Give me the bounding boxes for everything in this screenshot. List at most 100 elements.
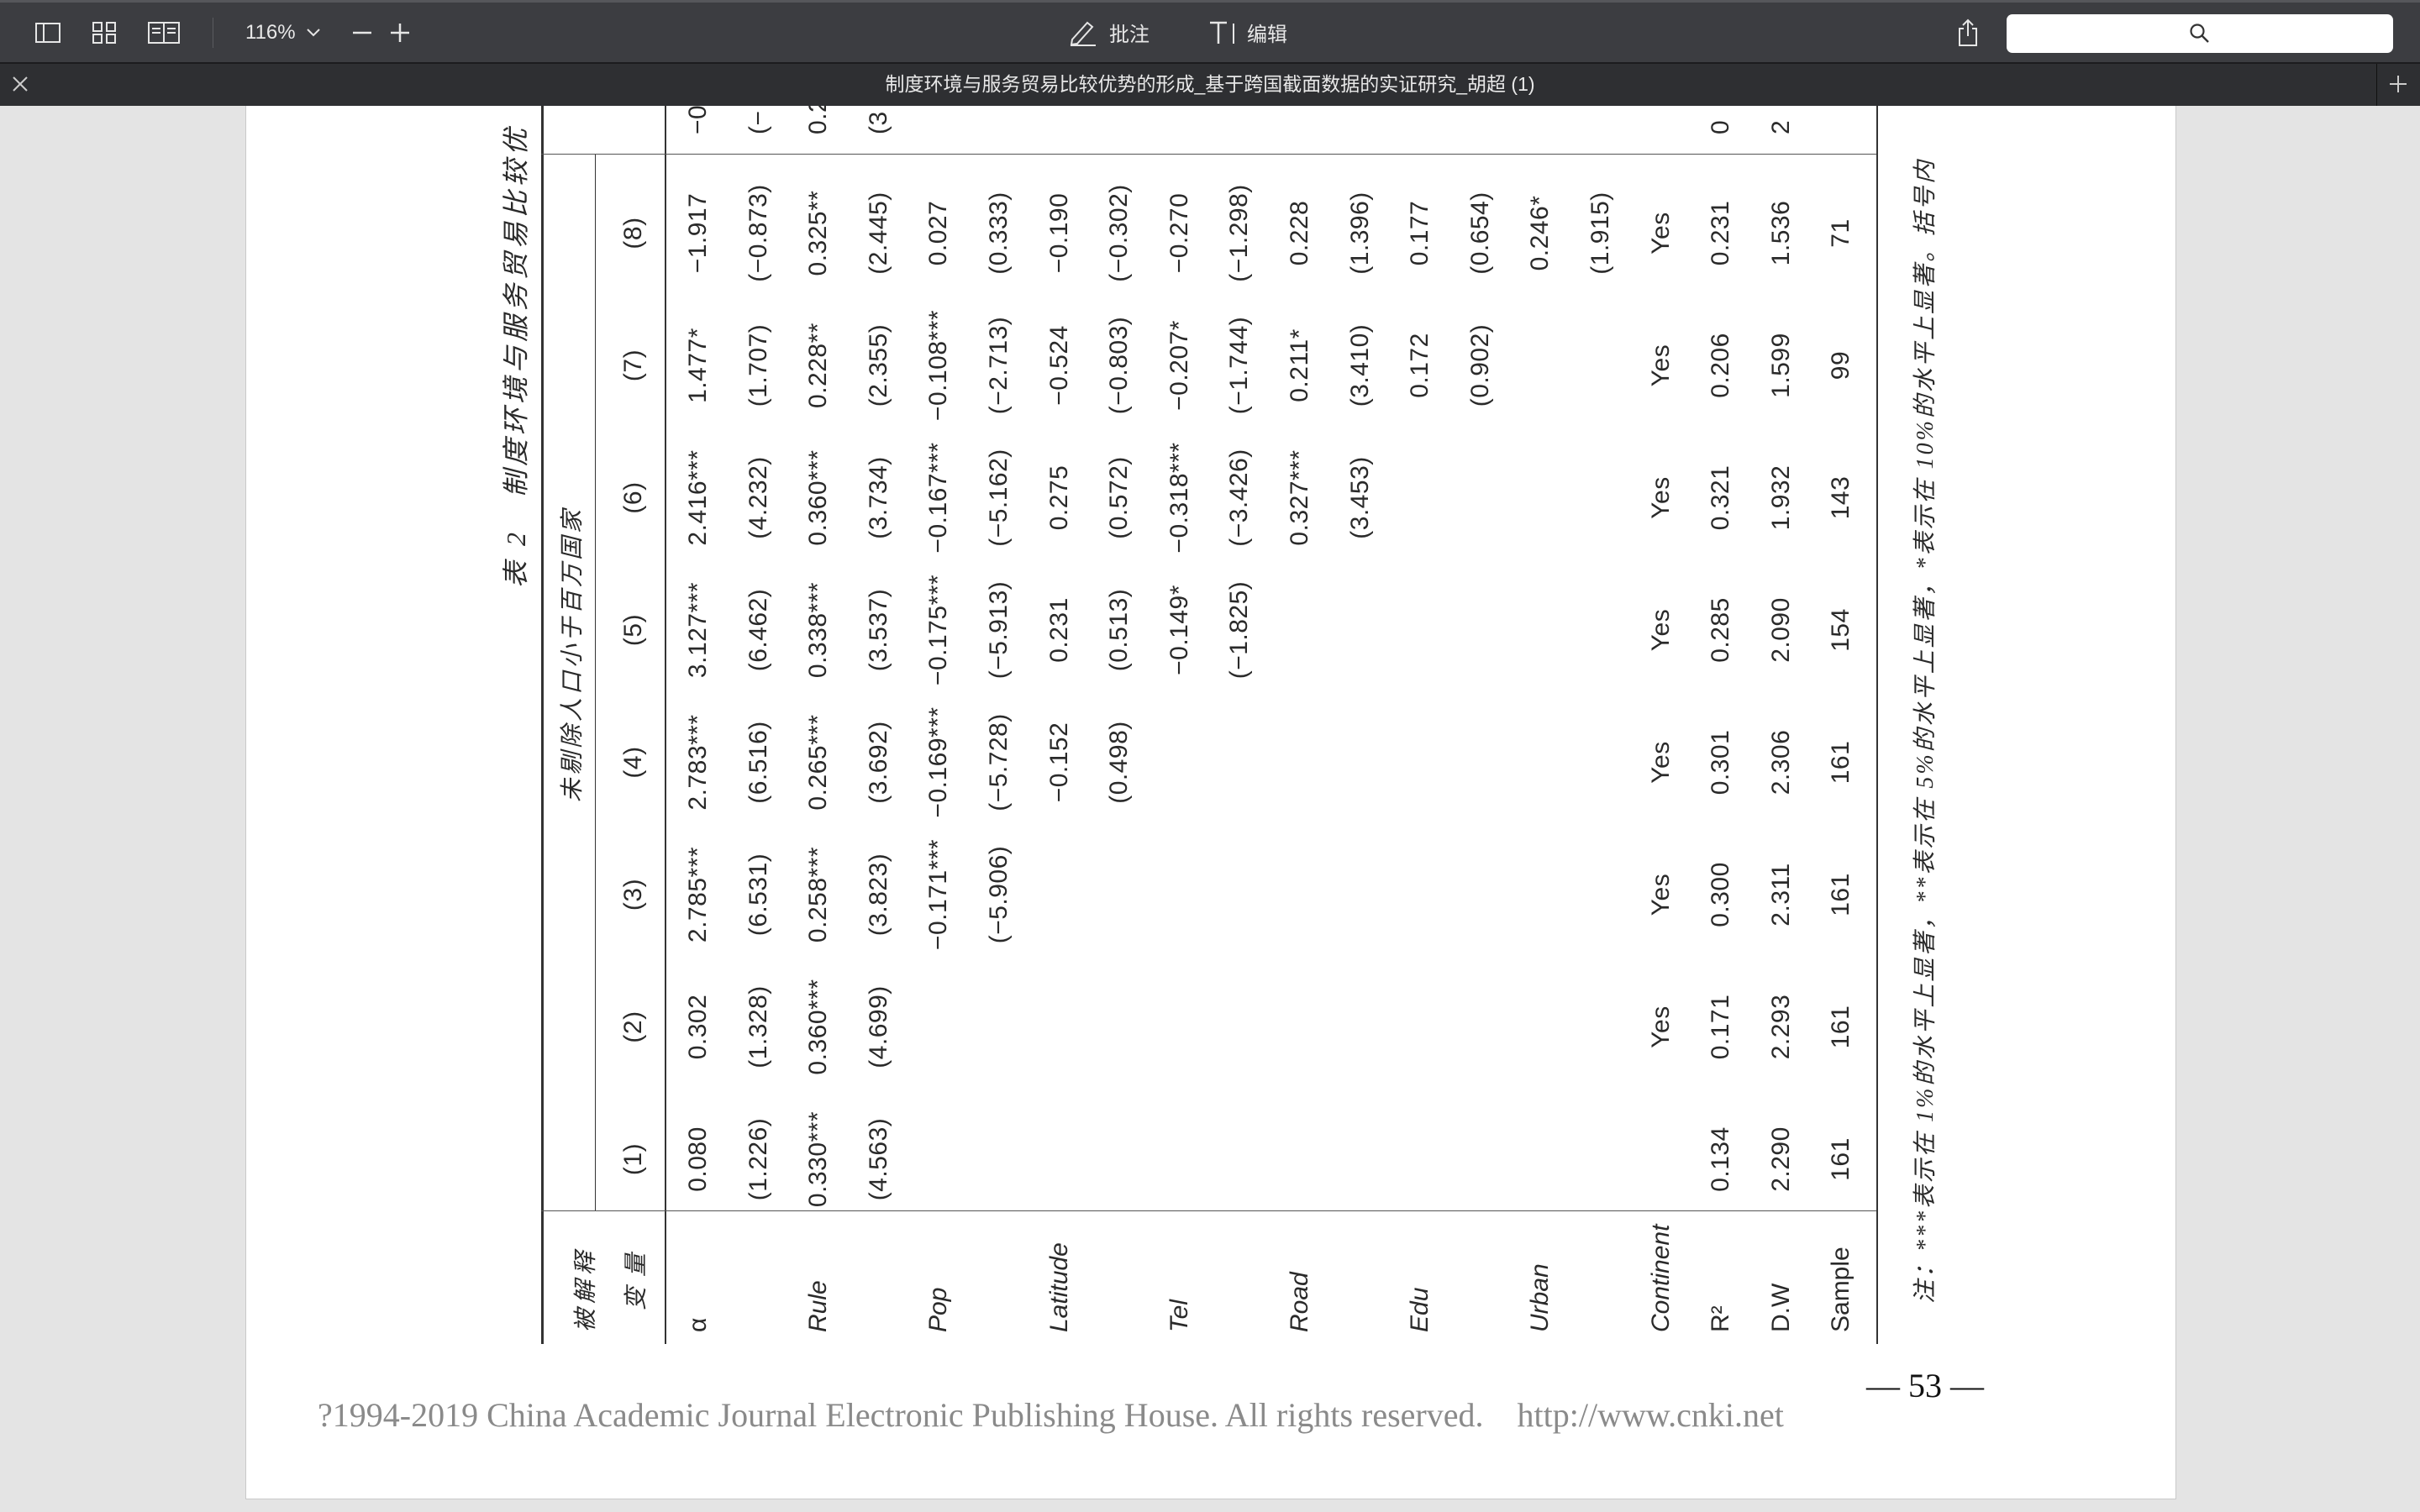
two-page-icon (148, 21, 180, 44)
column-header: (3) (619, 878, 647, 911)
table-cell: 1.477* (684, 328, 712, 403)
table-cell: (1.396) (1345, 192, 1374, 275)
table-cell: (1.226) (744, 1117, 772, 1201)
table-cell-partial: −0 (684, 106, 712, 134)
column-header: (7) (619, 349, 647, 382)
table-cell: (−2.713) (985, 316, 1013, 415)
edit-button[interactable]: 编辑 (1208, 3, 1287, 62)
table-cell: (0.654) (1465, 192, 1494, 275)
table-cell: −0.524 (1044, 325, 1073, 406)
table-cell: Yes (1646, 344, 1675, 387)
thumbnail-view-button[interactable] (92, 3, 116, 62)
table-cell: −0.190 (1044, 192, 1073, 274)
annotate-label: 批注 (1109, 24, 1150, 46)
rotated-table: 表 2 制度环境与服务贸易比较优 未剔除人口小于百万国家 被解释 变量 注：**… (480, 106, 1959, 1344)
table-cell: (0.333) (985, 192, 1013, 275)
row-label: Sample (1827, 1247, 1855, 1332)
table-cell: 0.302 (684, 994, 712, 1060)
table-cell: (−1.825) (1225, 580, 1254, 680)
table-cell: 0.265*** (804, 714, 833, 811)
search-icon (2190, 24, 2209, 43)
table-cell: 0.172 (1406, 333, 1434, 398)
table-cell: (3.823) (864, 853, 892, 937)
annotate-button[interactable]: 批注 (1067, 3, 1150, 62)
close-icon[interactable] (12, 76, 29, 92)
table-cell: (3.692) (864, 721, 892, 804)
tab-bar: 制度环境与服务贸易比较优势的形成_基于跨国截面数据的实证研究_胡超 (1) (0, 62, 2420, 106)
table-cell: Yes (1646, 1005, 1675, 1048)
column-header: (2) (619, 1011, 647, 1043)
two-page-view-button[interactable] (148, 3, 180, 62)
table-cell-partial: 2 (1766, 119, 1795, 134)
edit-label: 编辑 (1247, 24, 1287, 46)
table-note: 注：***表示在 1%的水平上显著，**表示在 5%的水平上显著，*表示在 10… (1912, 158, 1939, 1304)
table-cell: (2.445) (864, 192, 892, 275)
table-cell: −0.171*** (924, 838, 953, 951)
table-cell: 2.416*** (684, 449, 712, 546)
search-input[interactable] (2007, 14, 2393, 53)
text-cursor-icon (1210, 21, 1234, 44)
minus-icon (353, 31, 371, 34)
pdf-page: 表 2 制度环境与服务贸易比较优 未剔除人口小于百万国家 被解释 变量 注：**… (245, 106, 2176, 1499)
table-cell: 161 (1827, 873, 1855, 916)
table-cell: 0.228** (804, 323, 833, 408)
table-cell: 1.599 (1766, 333, 1795, 398)
zoom-out-button[interactable] (351, 3, 373, 62)
subheader-rule (595, 155, 596, 1211)
table-title: 表 2 制度环境与服务贸易比较优 (501, 123, 531, 588)
table-cell: (0.572) (1105, 456, 1134, 539)
tab-title: 制度环境与服务贸易比较优势的形成_基于跨国截面数据的实证研究_胡超 (1) (885, 73, 1535, 95)
table-cell: −0.169*** (924, 706, 953, 818)
table-cell: 2.311 (1766, 863, 1795, 927)
table-cell: 2.293 (1766, 994, 1795, 1060)
table-bottom-rule (1876, 106, 1878, 1344)
share-button[interactable] (1956, 3, 1980, 62)
table-cell: 0.301 (1707, 729, 1735, 795)
page-number: — 53 — (1866, 1367, 1984, 1404)
table-cell: −0.167*** (924, 442, 953, 554)
table-cell-partial: (3 (864, 111, 892, 134)
table-cell: 1.536 (1766, 200, 1795, 266)
table-cell: 0.228 (1286, 200, 1313, 266)
sidebar-toggle-button[interactable] (35, 3, 60, 62)
column-header: (5) (619, 613, 647, 647)
pencil-icon (1070, 21, 1096, 46)
group-divider (541, 154, 1876, 155)
zoom-in-button[interactable] (389, 3, 411, 62)
grid-icon (92, 21, 116, 44)
zoom-level: 116% (245, 20, 296, 44)
table-cell: (−5.162) (985, 449, 1013, 547)
label-header-line1: 被解释 (573, 1246, 599, 1332)
table-cell: 2.785*** (684, 846, 712, 943)
table-cell: 0.246* (1526, 195, 1555, 271)
table-cell: 0.360*** (804, 979, 833, 1075)
table-cell: 0.330*** (804, 1110, 833, 1208)
table-cell: (0.902) (1465, 323, 1494, 407)
table-cell: 0.206 (1707, 333, 1735, 398)
table-cell: Yes (1646, 608, 1675, 652)
tab-document[interactable]: 制度环境与服务贸易比较优势的形成_基于跨国截面数据的实证研究_胡超 (1) (50, 64, 2370, 104)
zoom-dropdown[interactable]: 116% (245, 3, 321, 62)
table-cell: 0.325** (804, 190, 833, 276)
table-cell: Yes (1646, 476, 1675, 519)
table-cell: 0.231 (1044, 597, 1073, 663)
table-cell: 0.177 (1406, 200, 1434, 266)
table-cell: (3.410) (1345, 323, 1374, 407)
table-cell: (−5.906) (985, 845, 1013, 944)
row-label: α (684, 1317, 712, 1332)
table-cell: −0.175*** (924, 574, 953, 686)
table-cell: (−0.873) (744, 184, 772, 282)
table-cell: 2.090 (1766, 597, 1795, 663)
table-cell-partial: (− (744, 110, 772, 134)
table-cell: 2.306 (1766, 729, 1795, 795)
table-cell: (−3.426) (1225, 449, 1254, 547)
table-cell: 0.321 (1707, 465, 1735, 531)
column-header: (6) (619, 481, 647, 514)
table-subheader: 未剔除人口小于百万国家 (560, 506, 586, 802)
table-cell: −0.149* (1165, 585, 1193, 675)
sidebar-icon (35, 22, 60, 43)
new-tab-plus-icon[interactable] (2389, 75, 2407, 93)
table-cell: (−5.728) (985, 713, 1013, 811)
row-label: R² (1707, 1305, 1735, 1332)
header-bottom-rule (665, 106, 666, 1344)
